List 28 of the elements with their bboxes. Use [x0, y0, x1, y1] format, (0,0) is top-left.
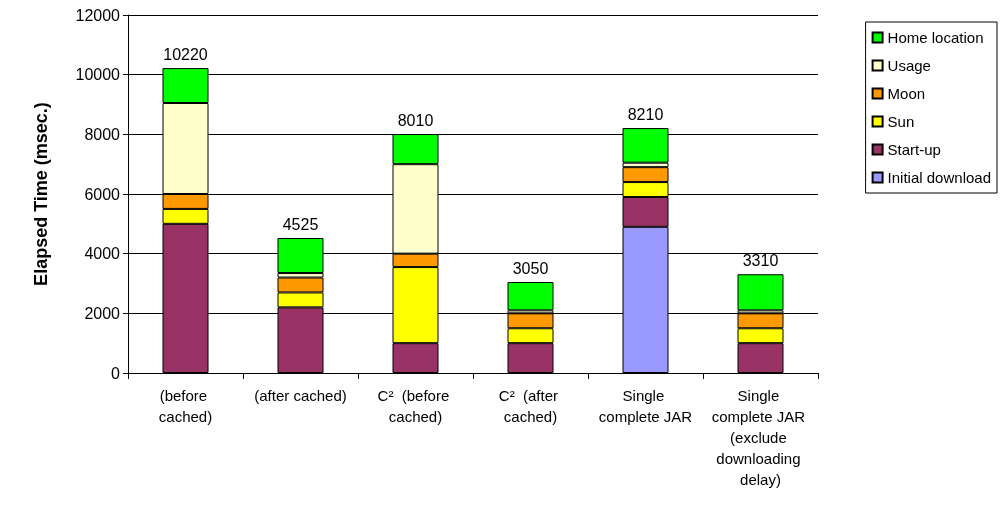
x-tick-label: C² (after cached) [498, 387, 563, 425]
x-tick-label: Single complete JAR (exclude downloading delay) [711, 387, 810, 488]
y-axis-title: Elapsed Time (msec.) [31, 102, 51, 286]
y-tick-label: 6000 [84, 185, 121, 203]
total-label: 3310 [742, 251, 779, 269]
total-label: 8010 [397, 111, 434, 129]
bar [507, 282, 554, 311]
x-tick-label: (after cached) [254, 387, 347, 404]
y-tick-label: 12000 [75, 6, 121, 24]
bar [737, 274, 784, 311]
y-tick-label: 10000 [75, 66, 121, 84]
x-tick-label: (before cached) [158, 387, 213, 425]
legend-label: Moon [887, 85, 926, 102]
x-tick-label: C² (before cached) [377, 387, 454, 425]
total-label: 10220 [163, 45, 208, 63]
y-tick-label: 0 [111, 364, 121, 382]
legend-label: Initial download [887, 169, 991, 186]
y-tick-label: 4000 [84, 245, 121, 263]
legend-label: Start-up [887, 141, 941, 158]
y-tick-label: 2000 [84, 304, 121, 322]
y-tick-label: 8000 [84, 125, 121, 143]
total-label: 8210 [627, 105, 664, 123]
legend-label: Sun [887, 113, 915, 130]
x-tick-label: Single complete JAR [598, 387, 693, 425]
total-label: 4525 [282, 215, 319, 233]
legend-label: Home location [887, 29, 984, 46]
legend-label: Usage [887, 57, 931, 74]
total-label: 3050 [512, 259, 549, 277]
